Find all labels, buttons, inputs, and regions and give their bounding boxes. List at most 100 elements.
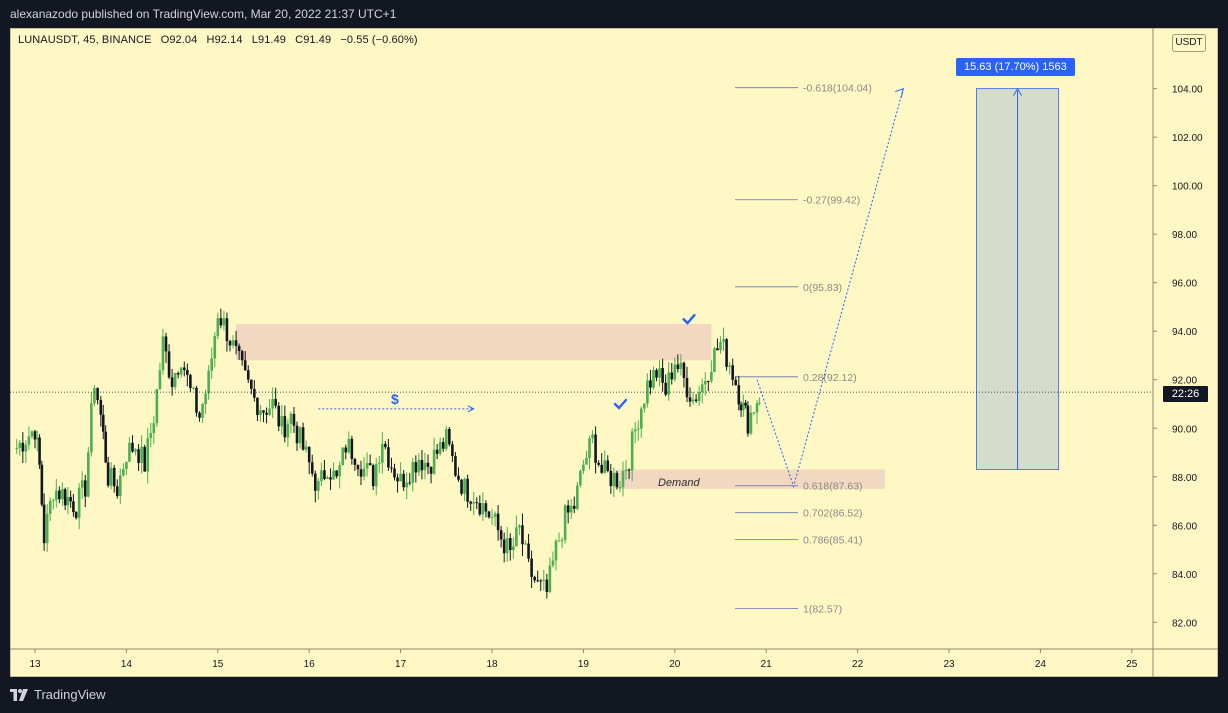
fib-level-label: -0.27(99.42) xyxy=(803,195,860,207)
candle-body-down xyxy=(198,412,201,418)
legend-close: C91.49 xyxy=(295,34,332,46)
legend-symbol: LUNAUSDT, 45, BINANCE xyxy=(18,34,152,46)
candle-body-up xyxy=(691,399,695,402)
candle-body-down xyxy=(508,538,512,551)
candle-body-up xyxy=(554,540,558,561)
candle-body-up xyxy=(80,480,84,488)
candle-body-down xyxy=(164,336,168,352)
candle-body-up xyxy=(700,384,704,393)
chart-frame[interactable]: 82.00 84.00 86.00 88.00 90.00 92.00 94.00 96.00… xyxy=(10,28,1218,677)
fib-level-label: 0.786(85.41) xyxy=(803,535,863,547)
measure-arrowhead xyxy=(1013,87,1022,96)
time-tick-label: 22 xyxy=(852,659,864,670)
candle-body-up xyxy=(603,460,607,473)
candle-body-down xyxy=(688,397,692,402)
candle-body-down xyxy=(451,444,454,457)
candle-body-up xyxy=(652,370,655,388)
candle-body-up xyxy=(505,538,509,554)
candle-body-down xyxy=(42,504,46,544)
candle-body-up xyxy=(563,505,567,540)
candle-body-down xyxy=(530,558,533,577)
candle-body-down xyxy=(277,405,281,427)
candle-body-down xyxy=(484,503,488,512)
candle-body-up xyxy=(515,527,518,547)
candle-body-up xyxy=(122,469,125,476)
candle-body-down xyxy=(33,431,37,440)
candle-body-up xyxy=(639,408,643,429)
candle-body-up xyxy=(588,438,591,459)
candle-body-down xyxy=(262,410,265,413)
candle-body-up xyxy=(317,481,320,491)
candle-body-down xyxy=(396,477,399,482)
candle-body-down xyxy=(313,473,317,491)
projection-arrowhead xyxy=(895,87,904,98)
candle-body-down xyxy=(246,370,250,380)
time-tick-label: 17 xyxy=(395,659,407,670)
price-tick-label: 88.00 xyxy=(1172,473,1197,484)
candle-body-down xyxy=(40,464,44,505)
candle-body-down xyxy=(283,416,287,438)
time-tick-label: 13 xyxy=(29,659,41,670)
price-tick-label: 102.00 xyxy=(1172,133,1203,144)
tradingview-logo[interactable]: TradingView xyxy=(10,687,106,702)
candle-body-up xyxy=(146,438,150,472)
candle-body-down xyxy=(597,462,600,465)
footer-bar: TradingView xyxy=(0,677,1228,713)
candle-body-up xyxy=(697,392,701,401)
candle-body-up xyxy=(569,505,573,513)
candle-body-down xyxy=(457,475,460,480)
fib-level-label: -0.618(104.04) xyxy=(803,83,872,95)
candle-body-down xyxy=(104,431,107,463)
candle-body-down xyxy=(739,404,743,411)
candle-body-down xyxy=(371,465,375,487)
price-tick-label: 94.00 xyxy=(1172,327,1197,338)
candle-body-down xyxy=(615,472,619,488)
publisher-bar: alexanazodo published on TradingView.com… xyxy=(0,0,1228,28)
chart-canvas[interactable]: 82.00 84.00 86.00 88.00 90.00 92.00 94.00 96.00… xyxy=(10,28,1218,677)
candle-body-down xyxy=(387,447,390,468)
currency-selector[interactable]: USDT xyxy=(1172,34,1206,52)
candle-body-down xyxy=(746,405,750,434)
countdown-badge: 22:26 xyxy=(1163,386,1208,402)
candle-body-up xyxy=(722,339,725,342)
fib-level-label: 0.702(86.52) xyxy=(803,508,863,520)
candle-body-down xyxy=(368,463,372,466)
candle-body-down xyxy=(250,379,253,389)
candle-body-up xyxy=(749,412,753,434)
candle-body-down xyxy=(112,467,116,487)
candle-body-up xyxy=(493,513,497,517)
candle-body-up xyxy=(45,513,49,544)
candle-body-up xyxy=(289,413,293,424)
candle-body-down xyxy=(426,462,430,467)
candle-body-down xyxy=(609,470,613,486)
fib-level-label: 0.28(92.12) xyxy=(803,372,857,384)
candle-body-up xyxy=(481,503,485,515)
candle-body-up xyxy=(618,487,622,489)
candle-body-down xyxy=(414,462,418,473)
candle-body-up xyxy=(612,472,616,486)
candle-body-down xyxy=(682,362,686,378)
candle-body-down xyxy=(545,579,549,593)
candle-body-up xyxy=(423,462,427,471)
candle-body-up xyxy=(742,402,745,411)
candle-body-down xyxy=(356,464,360,470)
candle-body-down xyxy=(737,385,741,405)
candle-body-down xyxy=(240,351,244,361)
time-tick-label: 19 xyxy=(578,659,590,670)
time-tick-label: 14 xyxy=(121,659,133,670)
legend-high: H92.14 xyxy=(206,34,243,46)
candle-body-down xyxy=(329,477,332,480)
candle-body-up xyxy=(560,539,564,541)
candle-body-down xyxy=(402,473,405,488)
candle-body-up xyxy=(125,461,128,470)
time-tick-label: 16 xyxy=(304,659,316,670)
candle-body-up xyxy=(432,449,436,474)
candle-body-down xyxy=(627,469,631,471)
candle-body-down xyxy=(454,456,457,476)
candle-body-down xyxy=(63,489,67,506)
candle-body-up xyxy=(332,470,335,480)
candle-body-down xyxy=(359,469,363,477)
candle-body-up xyxy=(405,482,408,488)
candle-body-up xyxy=(679,362,683,370)
candle-body-down xyxy=(189,374,192,388)
